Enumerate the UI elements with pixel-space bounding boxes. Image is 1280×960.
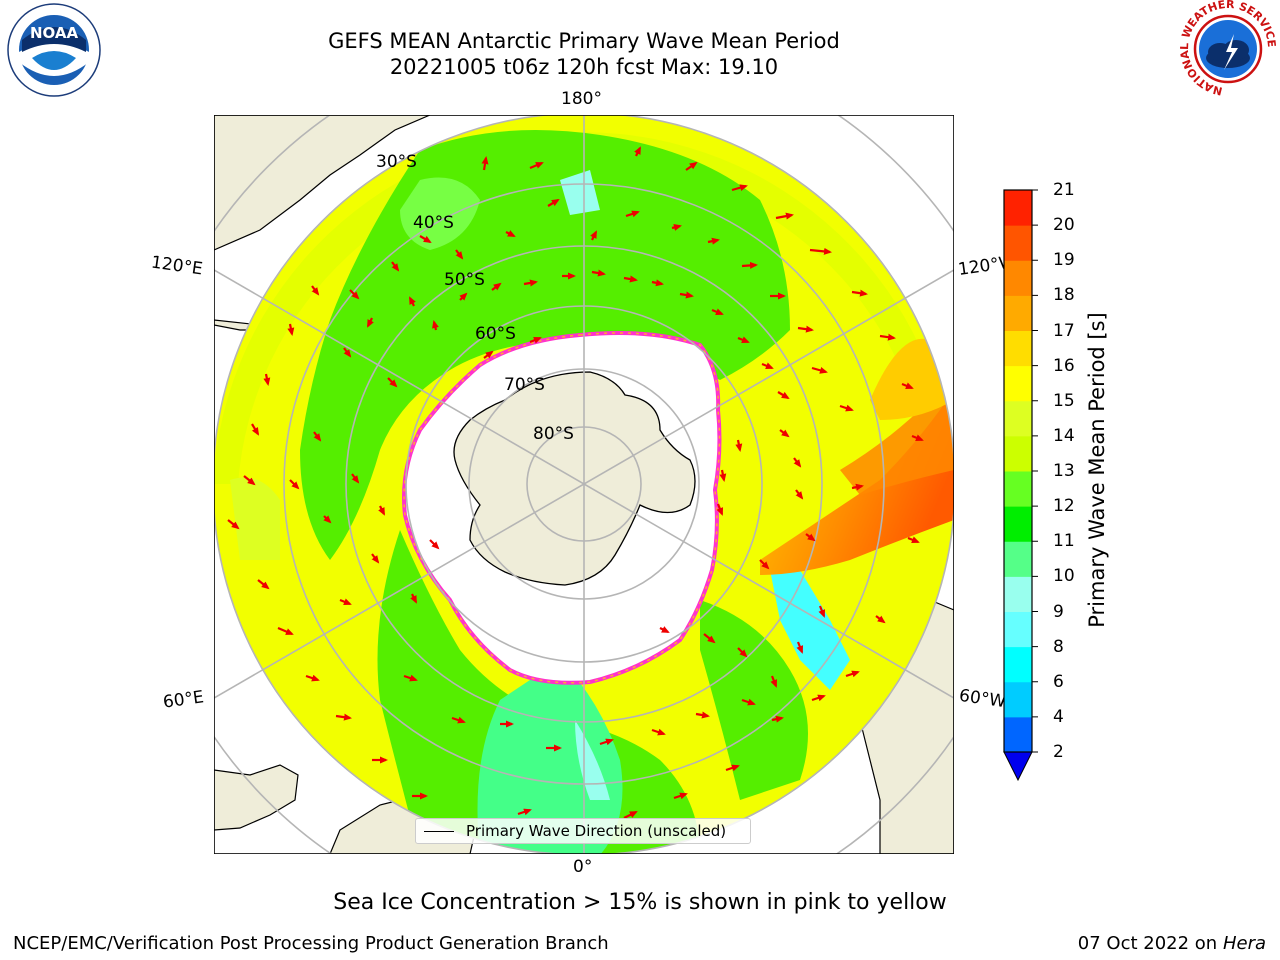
noaa-logo: NOAA	[7, 3, 101, 97]
colorbar-tick-label: 10	[1053, 566, 1075, 587]
legend-line-sample	[424, 830, 454, 832]
lat-label-50s: 50°S	[444, 270, 485, 290]
colorbar-label: Primary Wave Mean Period [s]	[1085, 312, 1109, 628]
sea-ice-note: Sea Ice Concentration > 15% is shown in …	[333, 890, 947, 915]
colorbar-segment	[1004, 295, 1032, 331]
colorbar-segment	[1004, 400, 1032, 437]
colorbar-tick-label: 6	[1053, 671, 1064, 692]
colorbar-segment	[1004, 435, 1032, 472]
colorbar-segment	[1004, 365, 1032, 402]
nws-logo: NATIONAL WEATHER SERVICE	[1178, 0, 1278, 98]
map-legend: Primary Wave Direction (unscaled)	[415, 818, 751, 844]
lat-label-60s: 60°S	[475, 324, 516, 344]
colorbar-tick-label: 15	[1053, 390, 1075, 411]
colorbar-tick-label: 8	[1053, 636, 1064, 657]
legend-label: Primary Wave Direction (unscaled)	[466, 822, 727, 840]
footer-host: Hera	[1222, 933, 1266, 954]
colorbar-segment	[1004, 541, 1032, 577]
graticule	[214, 115, 954, 854]
colorbar	[1003, 189, 1038, 782]
lat-label-30s: 30°S	[376, 152, 417, 172]
colorbar-tick-label: 12	[1053, 496, 1075, 517]
colorbar-segment	[1004, 681, 1032, 718]
lat-label-40s: 40°S	[413, 213, 454, 233]
colorbar-tick-label: 18	[1053, 285, 1075, 306]
colorbar-tick-label: 21	[1053, 180, 1075, 200]
colorbar-tick-label: 17	[1053, 320, 1075, 341]
colorbar-tick-label: 11	[1053, 531, 1075, 552]
lat-label-80s: 80°S	[533, 424, 574, 444]
noaa-logo-text: NOAA	[30, 24, 79, 42]
colorbar-segment	[1004, 506, 1032, 542]
colorbar-segment	[1004, 330, 1032, 367]
lon-label-180: 180°	[561, 89, 602, 109]
map-subtitle-run: 20221005 t06z 120h fcst Max: 19.10	[389, 55, 779, 79]
wave-direction-arrows	[227, 146, 924, 819]
colorbar-segment	[1004, 646, 1032, 683]
colorbar-segment	[1004, 260, 1032, 296]
colorbar-tick-label: 9	[1053, 601, 1064, 622]
colorbar-segment	[1004, 190, 1032, 226]
colorbar-tick-label: 2	[1053, 742, 1064, 762]
footer-date: 07 Oct 2022 on Hera	[1078, 933, 1266, 954]
colorbar-segment	[1004, 576, 1032, 612]
lat-label-70s: 70°S	[504, 375, 545, 395]
colorbar-tick-label: 19	[1053, 250, 1075, 271]
lon-label-0: 0°	[573, 857, 593, 877]
colorbar-tick-label: 4	[1053, 706, 1064, 727]
colorbar-under-triangle	[1003, 751, 1033, 782]
colorbar-segment	[1004, 716, 1032, 753]
colorbar-tick-label: 16	[1053, 355, 1075, 376]
colorbar-tick-label: 14	[1053, 425, 1075, 446]
footer-date-text: 07 Oct 2022 on	[1077, 933, 1223, 954]
colorbar-segment	[1004, 471, 1032, 507]
colorbar-segment	[1004, 611, 1032, 648]
map-title: GEFS MEAN Antarctic Primary Wave Mean Pe…	[328, 29, 840, 53]
colorbar-tick-label: 13	[1053, 461, 1075, 481]
footer-credit: NCEP/EMC/Verification Post Processing Pr…	[13, 933, 609, 954]
colorbar-segment	[1004, 225, 1032, 261]
colorbar-tick-label: 20	[1053, 215, 1075, 236]
